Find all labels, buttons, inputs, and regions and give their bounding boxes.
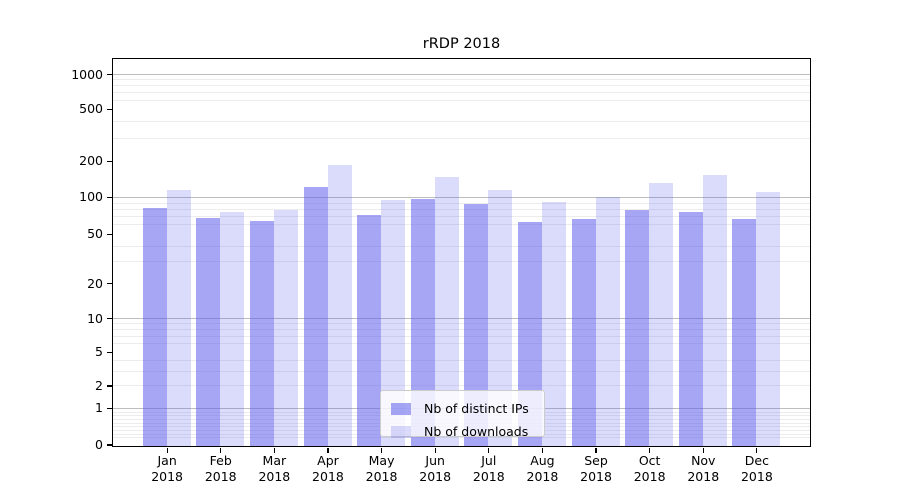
y-tick-mark	[107, 318, 112, 320]
x-tick-label-apr: Apr 2018	[312, 453, 344, 484]
minor-gridline	[113, 85, 810, 87]
chart-title: rRDP 2018	[422, 36, 501, 52]
y-tick-label-0: 0	[95, 436, 103, 452]
minor-gridline	[113, 215, 810, 217]
y-tick-mark	[107, 233, 112, 236]
y-tick-mark	[107, 108, 112, 110]
bar-jan-distinct-ips	[142, 207, 167, 446]
minor-gridline	[113, 370, 810, 372]
minor-gridline	[113, 208, 810, 210]
x-tick-label-nov: Nov 2018	[687, 453, 720, 484]
bar-mar-distinct-ips	[249, 220, 274, 446]
x-tick-mark	[488, 448, 490, 453]
bar-dec-distinct-ips	[732, 219, 757, 446]
x-tick-mark	[434, 448, 436, 453]
x-tick-label-jun: Jun 2018	[419, 453, 452, 484]
minor-gridline	[113, 245, 810, 247]
plot-area: Nb of distinct IPs Nb of downloads	[112, 58, 811, 447]
x-tick-mark	[702, 448, 704, 453]
minor-gridline	[113, 261, 810, 263]
x-tick-label-dec: Dec 2018	[740, 453, 773, 484]
x-tick-label-sep: Sep 2018	[580, 453, 612, 484]
y-tick-mark	[107, 160, 112, 162]
y-tick-label-2: 2	[95, 377, 103, 393]
bar-jan-downloads	[166, 190, 191, 446]
minor-gridline	[113, 137, 810, 139]
y-tick-label-5: 5	[95, 344, 103, 360]
bar-mar-downloads	[273, 209, 298, 446]
legend-label: Nb of distinct IPs	[424, 401, 529, 416]
x-tick-mark	[273, 448, 275, 453]
x-tick-label-jan: Jan 2018	[151, 453, 184, 484]
bar-aug-downloads	[541, 201, 566, 446]
y-tick-label-10: 10	[87, 310, 103, 326]
x-tick-label-jul: Jul 2018	[472, 453, 505, 484]
bar-nov-downloads	[702, 175, 727, 446]
bar-may-distinct-ips	[357, 215, 382, 446]
minor-gridline	[113, 335, 810, 337]
y-tick-label-20: 20	[87, 275, 103, 291]
minor-gridline	[113, 359, 810, 361]
x-tick-mark	[380, 448, 383, 453]
y-tick-mark	[107, 385, 112, 387]
y-tick-label-1: 1	[95, 400, 103, 416]
bar-oct-downloads	[649, 183, 674, 446]
y-tick-label-1000: 1000	[71, 66, 103, 82]
x-tick-label-aug: Aug 2018	[526, 453, 559, 484]
legend-swatch-downloads	[391, 425, 411, 438]
x-tick-mark	[327, 448, 329, 453]
bar-sep-downloads	[595, 196, 620, 446]
major-gridline	[113, 74, 810, 76]
minor-gridline	[113, 437, 810, 439]
x-tick-label-may: May 2018	[365, 453, 398, 484]
x-tick-mark	[595, 448, 597, 453]
bar-nov-distinct-ips	[678, 212, 703, 446]
x-tick-mark	[166, 448, 168, 453]
legend-swatch-distinct-ips	[391, 402, 411, 415]
y-tick-mark	[107, 74, 112, 76]
minor-gridline	[113, 99, 810, 101]
minor-gridline	[113, 121, 810, 123]
major-gridline	[113, 196, 810, 198]
y-tick-label-50: 50	[87, 226, 103, 242]
y-tick-label-100: 100	[79, 189, 103, 205]
y-tick-mark	[107, 351, 112, 353]
minor-gridline	[113, 342, 810, 344]
y-tick-mark	[107, 407, 112, 410]
bar-feb-downloads	[220, 211, 245, 446]
minor-gridline	[113, 224, 810, 226]
y-tick-mark	[107, 444, 112, 446]
bar-apr-downloads	[327, 164, 352, 446]
x-tick-mark	[756, 448, 758, 453]
legend: Nb of distinct IPs Nb of downloads	[380, 390, 545, 439]
minor-gridline	[113, 202, 810, 204]
bar-oct-distinct-ips	[625, 210, 650, 446]
major-gridline	[113, 318, 810, 320]
y-tick-mark	[107, 196, 112, 199]
x-tick-label-feb: Feb 2018	[204, 453, 237, 484]
x-tick-mark	[541, 448, 543, 453]
minor-gridline	[113, 91, 810, 93]
x-tick-mark	[649, 448, 651, 453]
x-tick-mark	[220, 448, 222, 453]
y-tick-label-200: 200	[79, 153, 103, 169]
bar-apr-distinct-ips	[303, 186, 328, 446]
bar-feb-distinct-ips	[196, 218, 221, 446]
y-tick-mark	[107, 283, 112, 285]
x-tick-label-mar: Mar 2018	[258, 453, 291, 484]
legend-item: Nb of distinct IPs	[391, 397, 534, 420]
minor-gridline	[113, 79, 810, 81]
minor-gridline	[113, 323, 810, 325]
legend-label: Nb of downloads	[424, 424, 529, 439]
minor-gridline	[113, 329, 810, 330]
y-tick-label-500: 500	[79, 101, 103, 117]
bar-sep-distinct-ips	[571, 219, 596, 446]
minor-gridline	[113, 385, 810, 387]
legend-item: Nb of downloads	[391, 420, 534, 443]
bar-dec-downloads	[756, 191, 781, 446]
x-tick-label-oct: Oct 2018	[633, 453, 666, 484]
